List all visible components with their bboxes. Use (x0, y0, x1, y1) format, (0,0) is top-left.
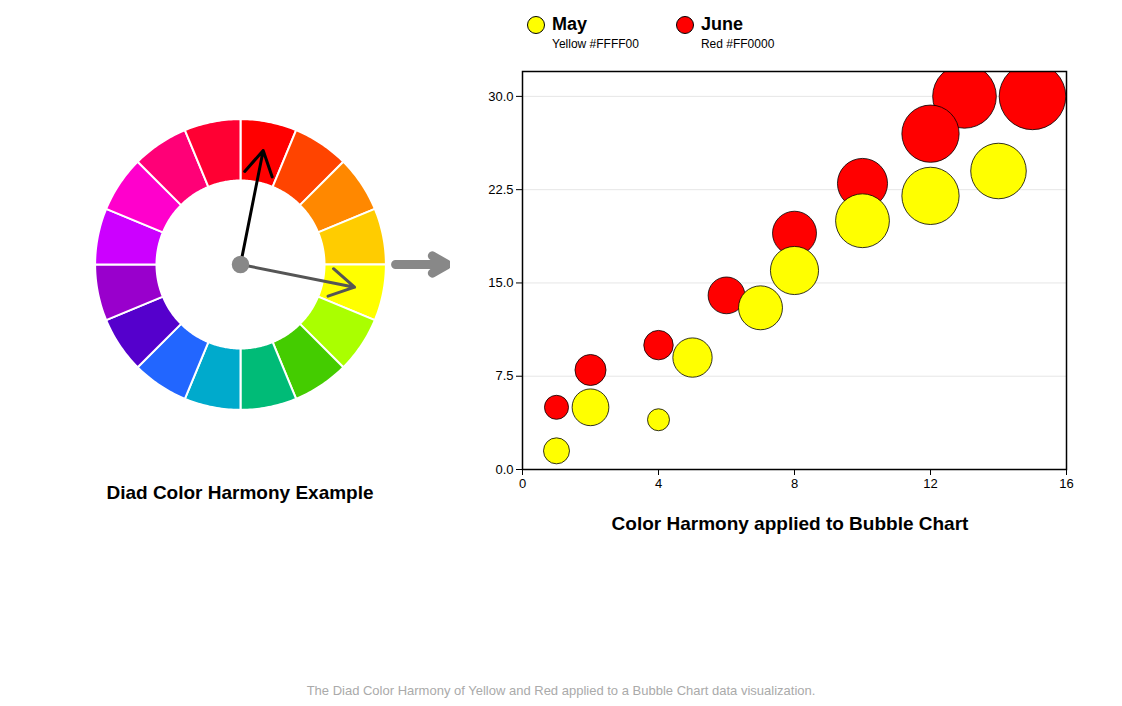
html-text:Color Harmony applied to Bubbl: Color Harmony applied to Bubble Chart (611, 513, 969, 534)
svg-text:12: 12 (923, 476, 937, 491)
html-text:Yellow #FFFF00: Yellow #FFFF00 (552, 37, 639, 51)
svg-text:8: 8 (791, 476, 798, 491)
html-text:Red #FF0000: Red #FF0000 (700, 37, 775, 51)
svg-text:15.0: 15.0 (488, 275, 513, 290)
svg-text:16: 16 (1059, 476, 1073, 491)
html-text:June: June (700, 14, 743, 34)
html-text:Diad Color Harmony Example: Diad Color Harmony Example (106, 482, 374, 503)
svg-text:30.0: 30.0 (488, 89, 513, 104)
svg-text:0.0: 0.0 (495, 462, 513, 477)
html-text:May: May (552, 14, 587, 34)
svg-text:0: 0 (519, 476, 526, 491)
svg-text:22.5: 22.5 (488, 182, 513, 197)
html-text:The Diad Color Harmony of Yell: The Diad Color Harmony of Yellow and Red… (306, 683, 816, 698)
svg-text:4: 4 (655, 476, 662, 491)
svg-text:7.5: 7.5 (495, 368, 513, 383)
